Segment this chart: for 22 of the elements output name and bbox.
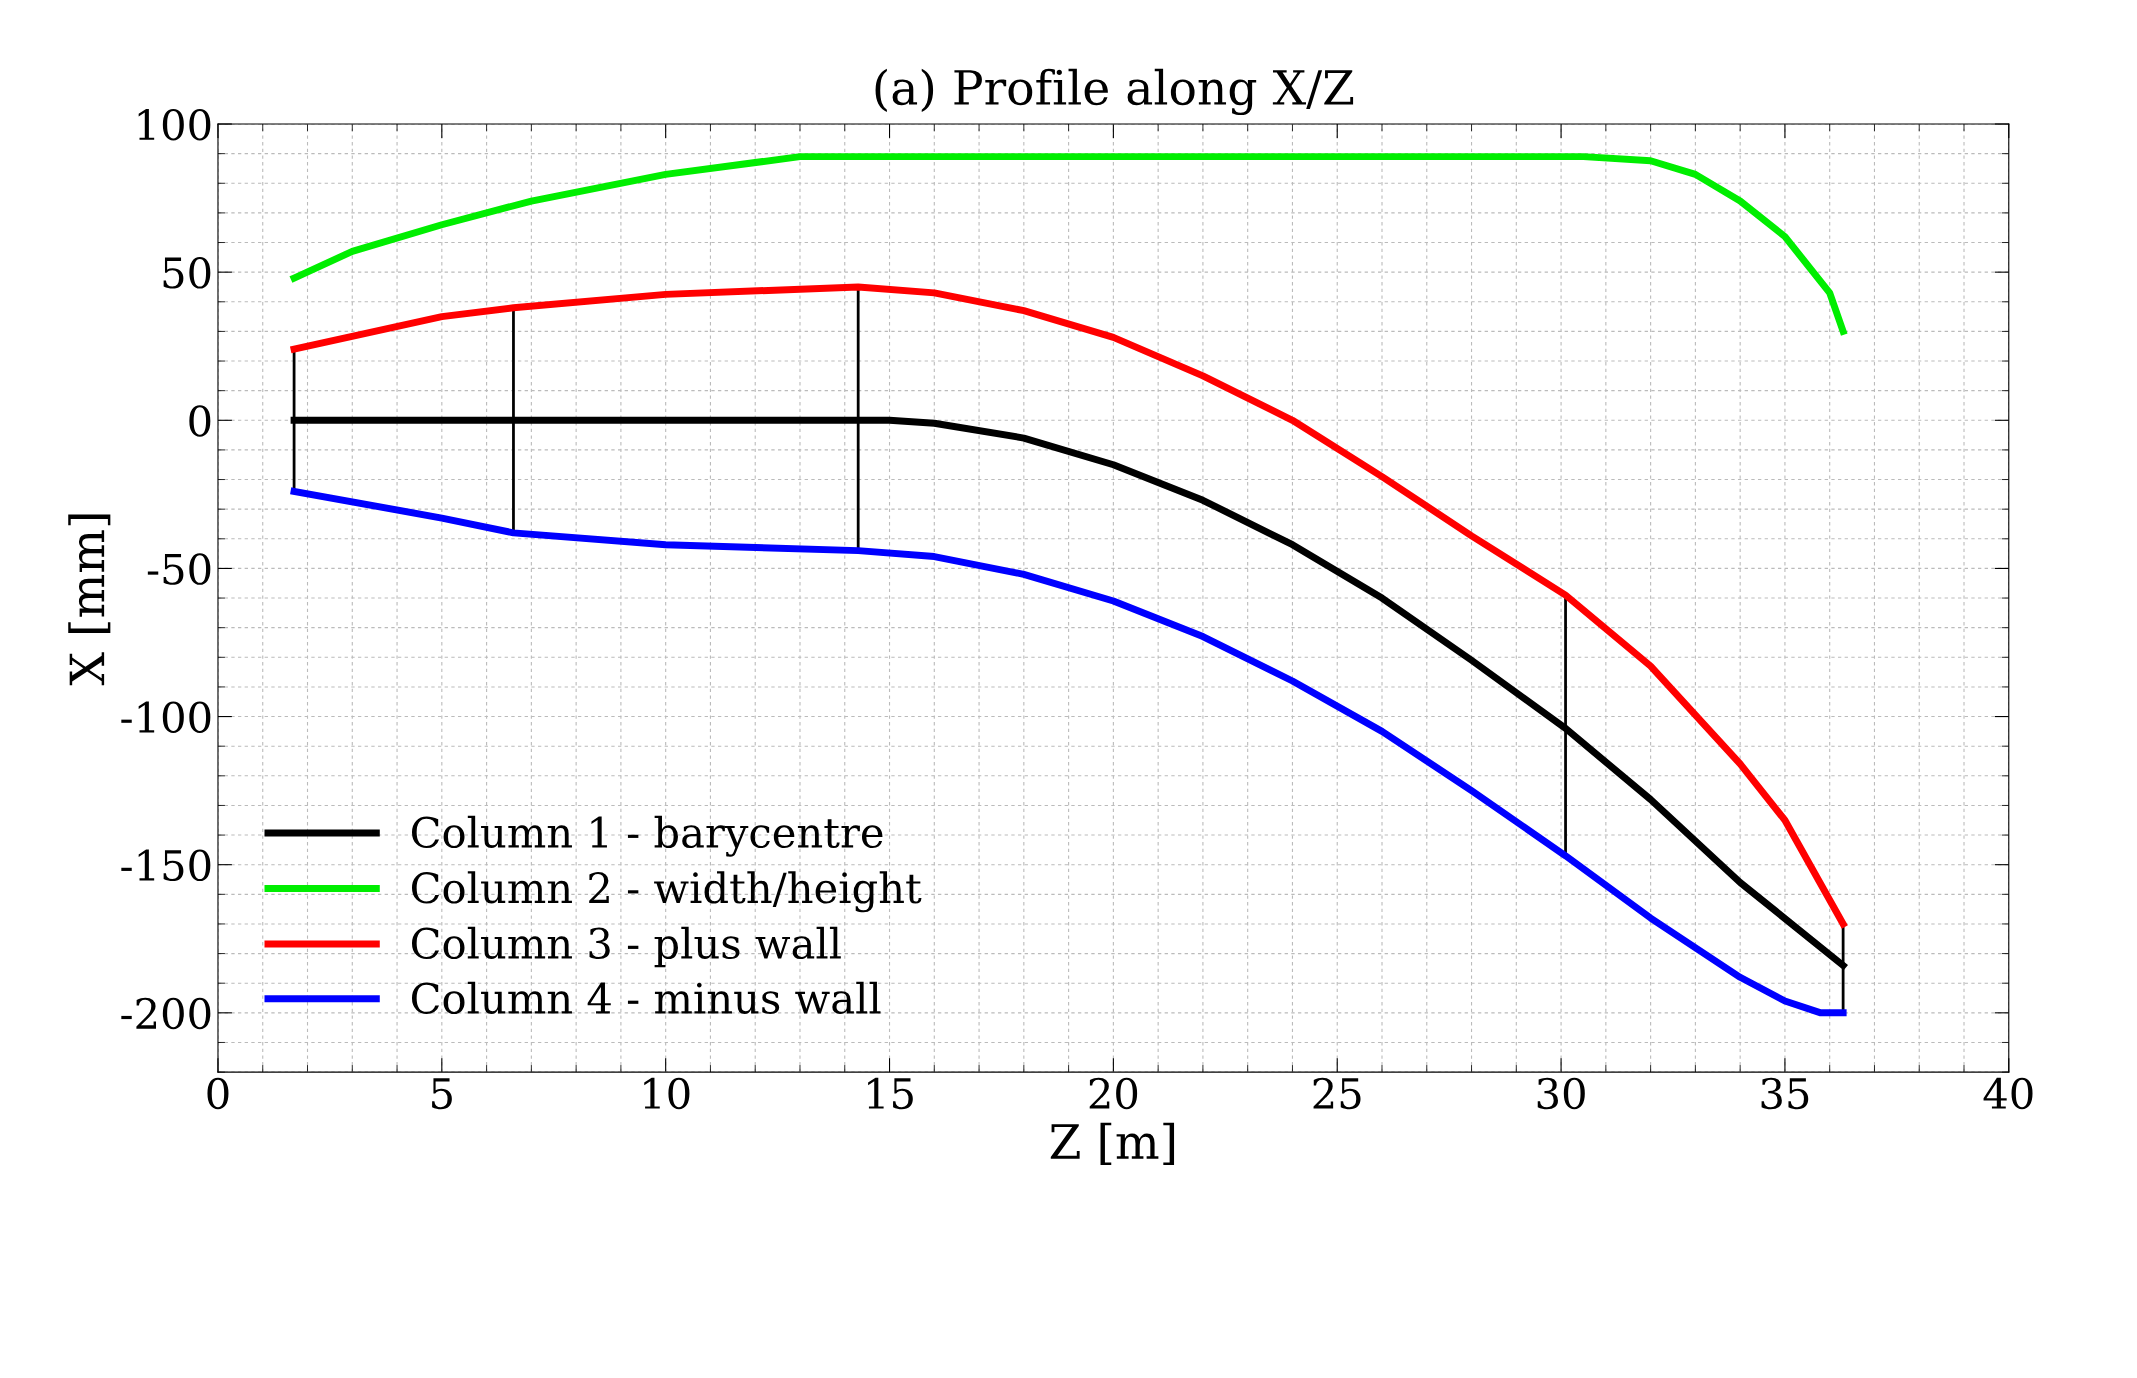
legend-label: Column 3 - plus wall	[411, 926, 841, 968]
x-tick-label: 25	[1313, 1077, 1361, 1110]
y-tick-label: -150	[121, 849, 211, 882]
x-axis-title: Z [m]	[1050, 1122, 1175, 1165]
y-tick-label: -50	[147, 553, 211, 585]
chart-title: (a) Profile along X/Z	[875, 68, 1354, 116]
x-tick-label: 40	[1983, 1077, 2033, 1110]
x-tick-label: 10	[644, 1077, 690, 1110]
x-tick-label: 15	[868, 1077, 913, 1110]
y-tick-label: -200	[121, 997, 211, 1030]
y-tick-label: -100	[121, 701, 211, 733]
y-tick-label: 0	[189, 405, 211, 437]
x-tick-label: 35	[1761, 1077, 1809, 1110]
x-tick-label: 20	[1089, 1077, 1138, 1110]
x-tick-label: 30	[1537, 1077, 1585, 1110]
y-tick-label: 50	[163, 257, 211, 289]
legend-label: Column 1 - barycentre	[411, 815, 883, 857]
y-axis-title: X [mm]	[68, 514, 111, 686]
y-tick-label: 100	[138, 108, 211, 141]
legend-label: Column 2 - width/height	[411, 871, 922, 913]
legend-label: Column 4 - minus wall	[411, 981, 881, 1015]
x-tick-label: 5	[432, 1078, 452, 1110]
